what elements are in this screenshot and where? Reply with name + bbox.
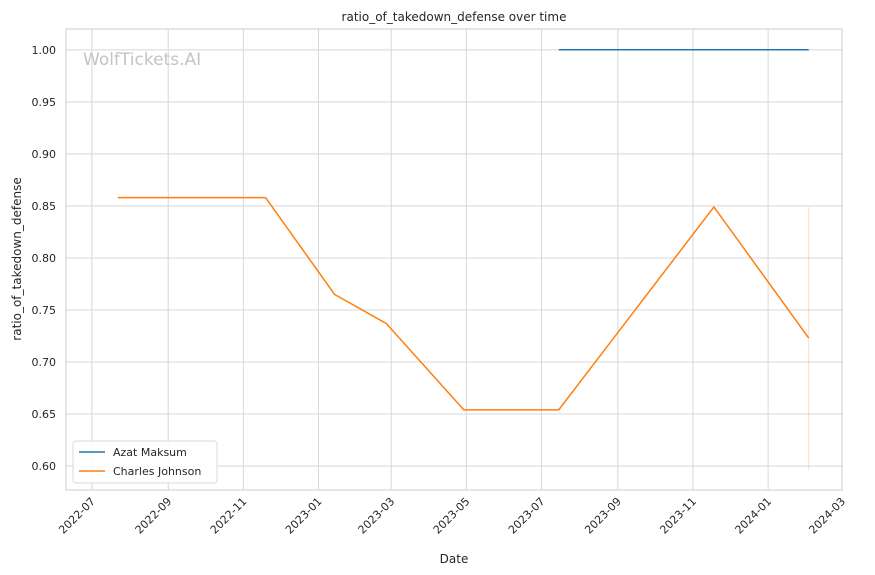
y-tick-label: 0.70 [32,356,57,369]
x-axis-title: Date [440,552,469,566]
watermark-text: WolfTickets.AI [83,50,201,70]
y-tick-label: 0.85 [32,200,57,213]
legend: Azat Maksum Charles Johnson [72,440,218,484]
y-tick-label: 0.65 [32,408,57,421]
y-tick-label: 0.95 [32,96,57,109]
y-tick-label: 0.60 [32,460,57,473]
y-tick-label: 0.90 [32,148,57,161]
y-tick-label: 0.75 [32,304,57,317]
y-tick-label: 0.80 [32,252,57,265]
y-tick-label: 1.00 [32,44,57,57]
plot-frame [65,28,843,491]
y-axis-ticks: 0.60 0.65 0.70 0.75 0.80 0.85 0.90 0.95 1.00 [32,44,57,473]
legend-label-azat-maksum: Azat Maksum [113,446,187,459]
chart-title: ratio_of_takedown_defense over time [342,10,567,24]
legend-box [72,440,218,484]
plot-area [66,29,842,490]
legend-label-charles-johnson: Charles Johnson [113,465,201,478]
y-axis-title: ratio_of_takedown_defense [10,177,24,340]
series-lines [117,49,810,471]
series-line-charles-johnson [117,196,810,411]
